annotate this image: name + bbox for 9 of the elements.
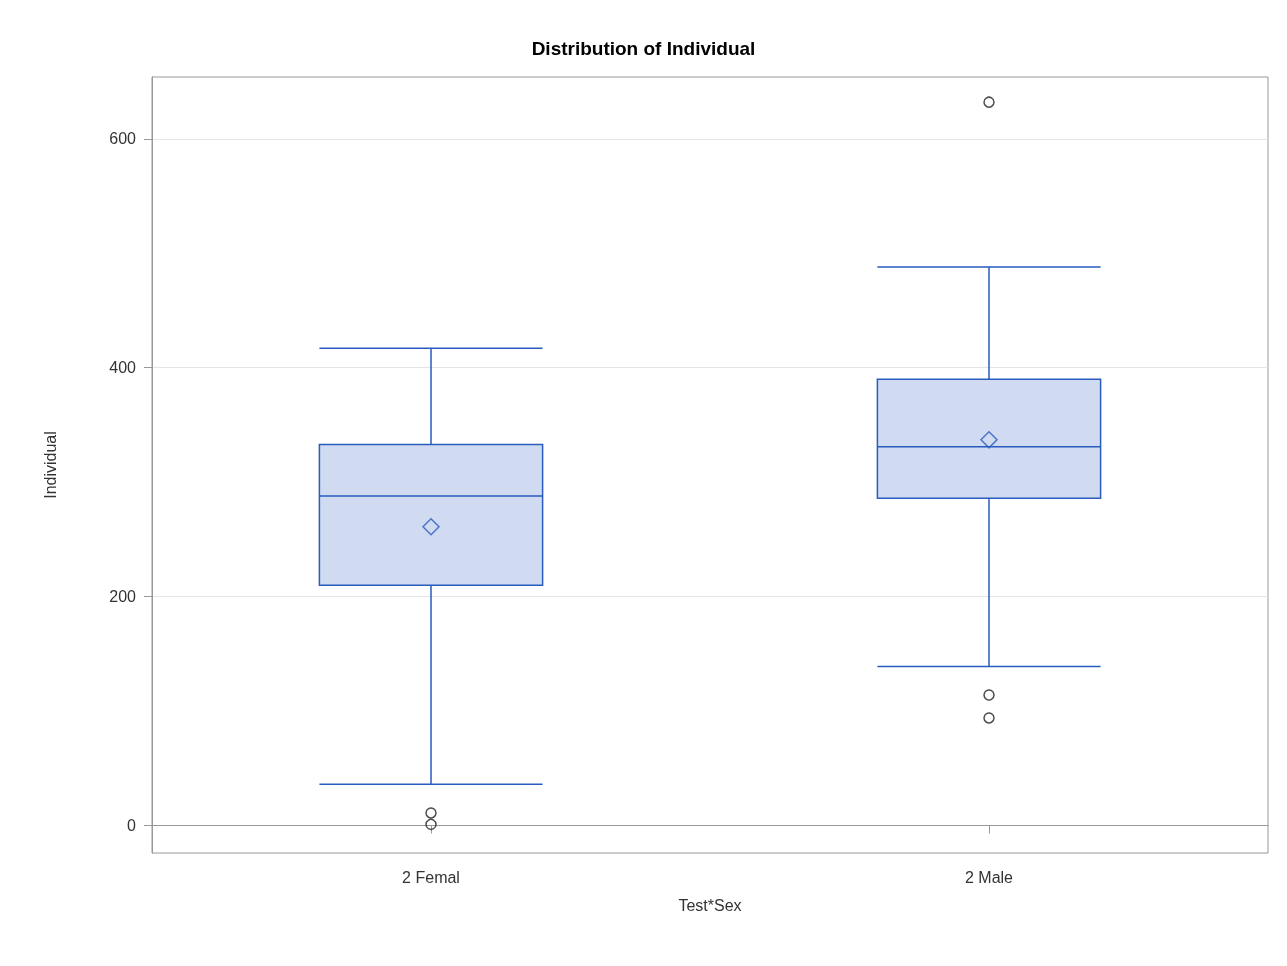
x-tick-label: 2 Femal <box>402 868 460 886</box>
x-axis-title: Test*Sex <box>678 896 742 914</box>
y-axis-title: Individual <box>41 431 59 499</box>
y-tick-label: 600 <box>109 130 137 148</box>
y-tick-label: 400 <box>109 359 137 377</box>
y-tick-label: 200 <box>109 588 137 606</box>
x-tick-label: 2 Male <box>964 868 1014 886</box>
y-tick-label: 0 <box>127 817 137 835</box>
chart-title: Distribution of Individual <box>531 38 756 59</box>
